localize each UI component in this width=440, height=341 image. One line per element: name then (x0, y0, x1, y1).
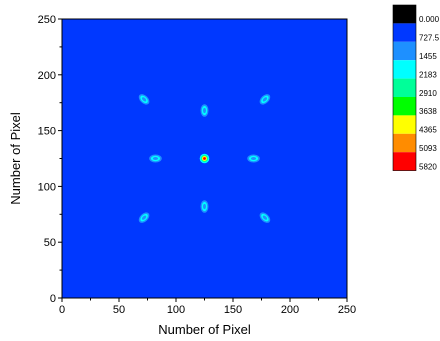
x-tick-label: 50 (113, 304, 125, 316)
spot-1 (199, 153, 210, 164)
axes: 0 50 100 150 200 250 0 50 100 150 200 250 (38, 14, 357, 316)
spot-contour (203, 107, 206, 114)
spot-contour (152, 157, 159, 160)
x-tick-label: 100 (167, 304, 185, 316)
colorbar-label: 2183 (419, 70, 437, 79)
colorbar-swatch (393, 97, 416, 116)
colorbar-label: 2910 (419, 89, 437, 98)
colorbar-legend: 0.000 727.5 1455 2183 2910 3638 4365 5093 5820 (392, 4, 440, 171)
x-axis-title: Number of Pixel (158, 322, 251, 337)
spot-5 (247, 154, 260, 163)
colorbar-label: 5820 (419, 162, 437, 171)
spot-8 (138, 212, 150, 223)
colorbar-label: 1455 (419, 52, 437, 61)
plot-area (62, 19, 347, 298)
spot-7 (259, 94, 271, 105)
spot-2 (200, 104, 209, 117)
spot-contour (141, 97, 147, 102)
colorbar-label: 0.000 (419, 15, 440, 24)
colorbar-swatch (393, 5, 416, 24)
colorbar-swatch (393, 23, 416, 42)
y-tick-label: 150 (38, 126, 56, 138)
spot-6 (138, 94, 150, 105)
x-tick-label: 250 (338, 304, 356, 316)
colorbar-swatch (393, 152, 416, 171)
spot-contour (203, 203, 206, 210)
spot-4 (149, 154, 162, 163)
colorbar-frame (392, 4, 417, 171)
colorbar-label: 3638 (419, 107, 437, 116)
spot-contour (141, 215, 147, 220)
y-tick-label: 100 (38, 181, 56, 193)
colorbar-label: 727.5 (419, 34, 440, 43)
y-axis-title: Number of Pixel (8, 112, 23, 205)
x-tick-label: 150 (224, 304, 242, 316)
spot-contour (262, 97, 268, 102)
spot-contour (262, 215, 268, 220)
y-tick-label: 200 (38, 70, 56, 82)
x-tick-label: 200 (281, 304, 299, 316)
spot-contour (203, 157, 206, 160)
colorbar-swatch (393, 41, 416, 61)
spot-9 (259, 212, 271, 223)
colorbar-swatch (393, 133, 416, 153)
x-tick-label: 0 (59, 304, 65, 316)
colorbar-swatch (393, 115, 416, 134)
colorbar-label: 4365 (419, 126, 437, 135)
y-tick-label: 250 (38, 14, 56, 26)
colorbar-swatch (393, 60, 416, 79)
colorbar-label: 5093 (419, 144, 437, 153)
y-tick-label: 50 (44, 237, 56, 249)
y-tick-label: 0 (50, 293, 56, 305)
spot-3 (200, 200, 209, 213)
spot-contour (250, 157, 257, 160)
colorbar-swatch (393, 78, 416, 97)
